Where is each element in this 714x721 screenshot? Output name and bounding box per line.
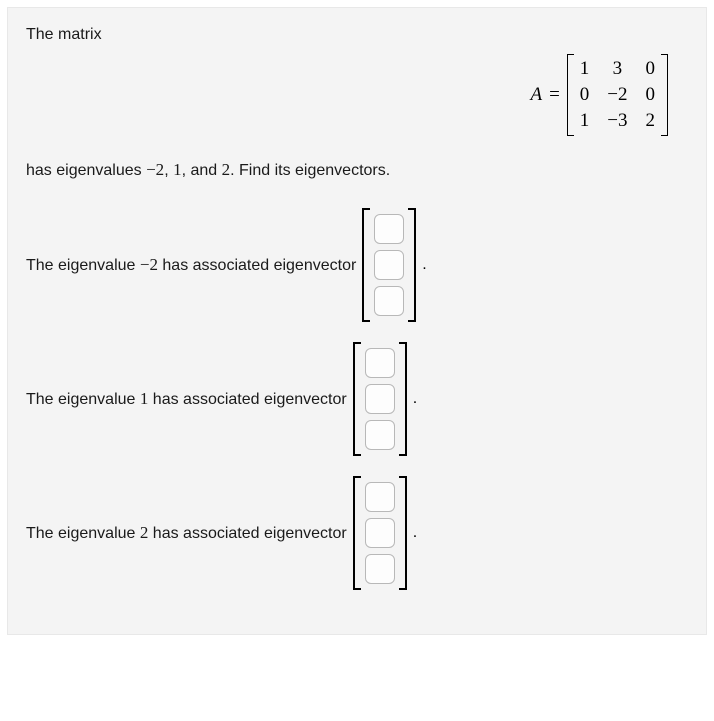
problem-container: The matrix A = 1 3 0 0 −2 0 1 −3 2 has e… [7, 7, 707, 635]
bracket-right-icon [408, 208, 416, 322]
vector-cell-input[interactable] [365, 348, 395, 378]
vector-cell-input[interactable] [365, 482, 395, 512]
row-text: The eigenvalue 1 has associated eigenvec… [26, 389, 347, 409]
row-text: The eigenvalue 2 has associated eigenvec… [26, 523, 347, 543]
period: . [413, 524, 417, 542]
row-prefix: The eigenvalue [26, 525, 140, 542]
eigenvector-row-2: The eigenvalue 1 has associated eigenvec… [26, 342, 688, 456]
matrix-grid: 1 3 0 0 −2 0 1 −3 2 [574, 54, 661, 136]
vector-cell-input[interactable] [365, 420, 395, 450]
row-suffix: has associated eigenvector [158, 257, 356, 274]
q-val2: 1 [173, 160, 182, 179]
q-val3: 2 [222, 160, 231, 179]
eigenvector-row-1: The eigenvalue −2 has associated eigenve… [26, 208, 688, 322]
row-suffix: has associated eigenvector [148, 391, 346, 408]
bracket-right-icon [399, 342, 407, 456]
equals-sign: = [549, 84, 560, 106]
row-suffix: has associated eigenvector [148, 525, 346, 542]
matrix-cell: 1 [580, 58, 590, 80]
period: . [422, 256, 426, 274]
vector-input-2 [353, 342, 407, 456]
matrix-cell: 1 [580, 110, 590, 132]
vector-cell-input[interactable] [374, 214, 404, 244]
vector-cell-input[interactable] [365, 518, 395, 548]
vector-cell-input[interactable] [365, 554, 395, 584]
matrix-label: A [530, 84, 542, 106]
q-suffix: . Find its eigenvectors. [230, 162, 390, 179]
matrix-cell: −2 [607, 84, 627, 106]
row-prefix: The eigenvalue [26, 391, 140, 408]
matrix-cell: 3 [607, 58, 627, 80]
vector-input-1 [362, 208, 416, 322]
vector-input-3 [353, 476, 407, 590]
q-sep1: , [164, 162, 173, 179]
eigenvector-row-3: The eigenvalue 2 has associated eigenvec… [26, 476, 688, 590]
vector-cell-input[interactable] [365, 384, 395, 414]
bracket-right-icon [399, 476, 407, 590]
matrix-equation: A = 1 3 0 0 −2 0 1 −3 2 [26, 54, 668, 136]
vector-column [361, 476, 399, 590]
question-text: has eigenvalues −2, 1, and 2. Find its e… [26, 160, 688, 180]
intro-text: The matrix [26, 26, 688, 44]
matrix-cell: 0 [646, 84, 656, 106]
bracket-left-icon [353, 476, 361, 590]
matrix-cell: 0 [580, 84, 590, 106]
vector-cell-input[interactable] [374, 250, 404, 280]
q-sep2: , and [182, 162, 222, 179]
bracket-left-icon [362, 208, 370, 322]
vector-column [370, 208, 408, 322]
row-prefix: The eigenvalue [26, 257, 140, 274]
matrix-cell: 0 [646, 58, 656, 80]
matrix-cell: 2 [646, 110, 656, 132]
row-value: −2 [140, 255, 158, 274]
bracket-left-icon [353, 342, 361, 456]
q-prefix: has eigenvalues [26, 162, 146, 179]
bracket-left-icon [567, 54, 574, 136]
matrix-cell: −3 [607, 110, 627, 132]
row-text: The eigenvalue −2 has associated eigenve… [26, 255, 356, 275]
vector-cell-input[interactable] [374, 286, 404, 316]
matrix-A: 1 3 0 0 −2 0 1 −3 2 [567, 54, 668, 136]
vector-column [361, 342, 399, 456]
q-val1: −2 [146, 160, 164, 179]
bracket-right-icon [661, 54, 668, 136]
period: . [413, 390, 417, 408]
